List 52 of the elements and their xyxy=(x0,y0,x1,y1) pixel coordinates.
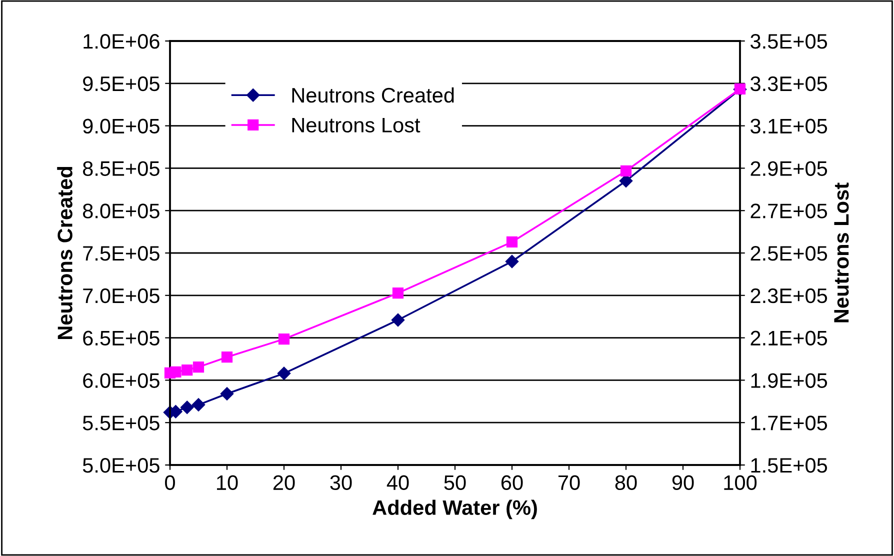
point xyxy=(220,387,234,400)
x-tick-label: 100 xyxy=(724,475,757,490)
point xyxy=(221,352,233,363)
y2-tick-label: 2.7E+05 xyxy=(750,204,828,218)
y-tick-label: 5.0E+05 xyxy=(82,458,160,473)
x-tick-label: 40 xyxy=(386,475,409,490)
y2-tick-label: 2.9E+05 xyxy=(750,161,828,176)
point xyxy=(620,165,632,177)
y-tick-label: 5.5E+05 xyxy=(82,416,160,430)
x-tick-label: 80 xyxy=(615,475,637,490)
y2-tick-label: 2.3E+05 xyxy=(750,288,828,304)
y2-tick-label: 1.7E+05 xyxy=(751,416,828,430)
point xyxy=(182,364,193,376)
y2-tick-label: 1.9E+05 xyxy=(751,373,828,388)
y-tick-label: 8.5E+05 xyxy=(82,161,160,176)
x-tick-label: 60 xyxy=(501,475,523,490)
x-tick-label: 70 xyxy=(558,475,580,490)
x-axis-title: Added Water (%) xyxy=(372,500,537,520)
y2-tick-label: 3.3E+05 xyxy=(750,76,828,92)
y-axis-title: Neutrons Created xyxy=(57,166,72,340)
y-tick-label: 9.0E+05 xyxy=(83,118,160,134)
y-tick-label: 7.0E+05 xyxy=(83,288,160,304)
point xyxy=(278,334,290,345)
x-tick-label: 90 xyxy=(672,475,694,490)
y-tick-label: 1.0E+06 xyxy=(84,34,160,49)
y2-tick-label: 1.5E+05 xyxy=(751,458,828,473)
point xyxy=(192,398,206,412)
x-tick-label: 50 xyxy=(444,475,466,490)
y2-tick-label: 3.5E+05 xyxy=(750,34,828,49)
y-tick-label: 6.5E+05 xyxy=(83,330,160,346)
y-tick-label: 7.5E+05 xyxy=(83,246,160,261)
y-tick-label: 9.5E+05 xyxy=(83,76,160,92)
y2-tick-label: 3.1E+05 xyxy=(750,118,828,134)
point xyxy=(391,313,405,327)
x-tick-label: 10 xyxy=(217,475,238,490)
y-tick-label: 8.0E+05 xyxy=(82,204,160,218)
x-tick-label: 20 xyxy=(273,475,295,490)
x-tick-label: 30 xyxy=(330,475,352,490)
point xyxy=(506,236,518,248)
y-tick-label: 6.0E+05 xyxy=(83,373,160,388)
point xyxy=(392,288,404,299)
y2-axis-title: Neutrons Lost xyxy=(834,182,849,322)
y2-tick-label: 2.5E+05 xyxy=(750,246,828,261)
legend-label: Neutrons Lost xyxy=(292,118,420,132)
point xyxy=(180,400,194,414)
point xyxy=(192,362,204,373)
legend-label: Neutrons Created xyxy=(292,87,454,103)
point xyxy=(277,366,291,380)
y2-tick-label: 2.1E+05 xyxy=(750,330,828,346)
point xyxy=(505,254,519,268)
x-tick-label: 0 xyxy=(165,475,175,490)
point xyxy=(170,366,182,378)
